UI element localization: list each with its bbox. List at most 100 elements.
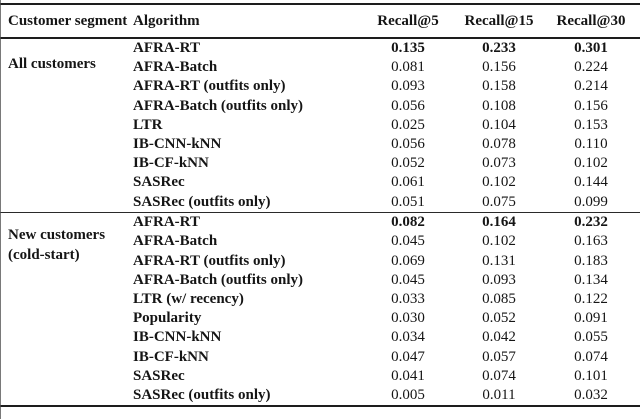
table-header-rule <box>0 37 640 39</box>
recall5-cell: 0.041 <box>391 367 425 384</box>
recall30-cell: 0.232 <box>574 214 608 231</box>
recall5-cell: 0.081 <box>391 59 425 76</box>
recall15-cell: 0.093 <box>482 271 516 288</box>
table-row: AFRA-RT (outfits only) 0.069 0.131 0.183 <box>133 252 640 271</box>
recall30-cell: 0.301 <box>574 40 608 57</box>
recall5-cell: 0.005 <box>391 386 425 403</box>
algorithm-cell: Popularity <box>133 310 202 327</box>
algorithm-cell: SASRec (outfits only) <box>133 193 271 210</box>
recall15-cell: 0.075 <box>482 193 516 210</box>
recall30-cell: 0.224 <box>574 59 608 76</box>
section-rows: AFRA-RT 0.082 0.164 0.232 AFRA-Batch 0.0… <box>0 213 640 405</box>
recall30-cell: 0.032 <box>574 386 608 403</box>
table-row: IB-CF-kNN 0.047 0.057 0.074 <box>133 348 640 367</box>
recall15-cell: 0.074 <box>482 367 516 384</box>
col-header-recall5: Recall@5 <box>377 12 439 29</box>
recall15-cell: 0.057 <box>482 348 516 365</box>
table-bottom-rule <box>0 405 640 408</box>
table-row: AFRA-Batch 0.045 0.102 0.163 <box>133 232 640 251</box>
recall15-cell: 0.052 <box>482 310 516 327</box>
table-row: AFRA-RT 0.082 0.164 0.232 <box>133 213 640 232</box>
algorithm-cell: LTR <box>133 116 163 133</box>
table-row: Popularity 0.030 0.052 0.091 <box>133 309 640 328</box>
recall5-cell: 0.045 <box>391 271 425 288</box>
recall30-cell: 0.163 <box>574 233 608 250</box>
recall15-cell: 0.078 <box>482 136 516 153</box>
algorithm-cell: SASRec (outfits only) <box>133 386 271 403</box>
recall5-cell: 0.052 <box>391 155 425 172</box>
recall15-cell: 0.102 <box>482 233 516 250</box>
col-header-recall30: Recall@30 <box>556 12 626 29</box>
section-all-customers: All customers AFRA-RT 0.135 0.233 0.301 … <box>0 39 640 212</box>
algorithm-cell: AFRA-Batch (outfits only) <box>133 97 303 114</box>
recall5-cell: 0.061 <box>391 174 425 191</box>
recall30-cell: 0.156 <box>574 97 608 114</box>
recall30-cell: 0.091 <box>574 310 608 327</box>
table-row: AFRA-Batch 0.081 0.156 0.224 <box>133 58 640 77</box>
recall30-cell: 0.074 <box>574 348 608 365</box>
col-header-customer-segment: Customer segment <box>8 12 128 29</box>
recall30-cell: 0.055 <box>574 329 608 346</box>
algorithm-cell: AFRA-Batch <box>133 59 218 76</box>
segment-label-line: New customers <box>8 227 106 244</box>
table-row: SASRec 0.061 0.102 0.144 <box>133 173 640 192</box>
recall30-cell: 0.214 <box>574 78 608 95</box>
recall15-cell: 0.158 <box>482 78 516 95</box>
recall30-cell: 0.101 <box>574 367 608 384</box>
segment-label-all-customers: All customers <box>8 55 96 75</box>
recall15-cell: 0.073 <box>482 155 516 172</box>
recall30-cell: 0.183 <box>574 252 608 269</box>
table-row: AFRA-RT 0.135 0.233 0.301 <box>133 39 640 58</box>
table-row: AFRA-Batch (outfits only) 0.056 0.108 0.… <box>133 97 640 116</box>
table-row: IB-CNN-kNN 0.056 0.078 0.110 <box>133 135 640 154</box>
recall30-cell: 0.122 <box>574 291 608 308</box>
table-row: LTR (w/ recency) 0.033 0.085 0.122 <box>133 290 640 309</box>
segment-label-new-customers: New customers (cold-start) <box>8 226 105 265</box>
recall15-cell: 0.104 <box>482 116 516 133</box>
recall5-cell: 0.025 <box>391 116 425 133</box>
recall15-cell: 0.164 <box>482 214 516 231</box>
recall30-cell: 0.134 <box>574 271 608 288</box>
recall15-cell: 0.108 <box>482 97 516 114</box>
recall5-cell: 0.045 <box>391 233 425 250</box>
recall5-cell: 0.135 <box>391 40 425 57</box>
algorithm-cell: IB-CNN-kNN <box>133 329 222 346</box>
table-header-row: Customer segment Algorithm Recall@5 Reca… <box>0 5 640 37</box>
segment-label-line: All customers <box>8 56 96 72</box>
table-section-divider-rule <box>0 211 640 214</box>
algorithm-cell: SASRec <box>133 367 185 384</box>
table-top-rule <box>0 3 640 5</box>
recall5-cell: 0.093 <box>391 78 425 95</box>
algorithm-cell: AFRA-RT <box>133 40 200 57</box>
recall30-cell: 0.099 <box>574 193 608 210</box>
recall5-cell: 0.047 <box>391 348 425 365</box>
algorithm-cell: IB-CF-kNN <box>133 348 209 365</box>
table-row: LTR 0.025 0.104 0.153 <box>133 116 640 135</box>
recall15-cell: 0.131 <box>482 252 516 269</box>
algorithm-cell: IB-CNN-kNN <box>133 136 222 153</box>
recall30-cell: 0.110 <box>574 136 608 153</box>
recall15-cell: 0.233 <box>482 40 516 57</box>
algorithm-cell: AFRA-RT (outfits only) <box>133 78 286 95</box>
left-edge-line <box>0 0 1 419</box>
recall5-cell: 0.033 <box>391 291 425 308</box>
algorithm-cell: AFRA-Batch <box>133 233 218 250</box>
recall15-cell: 0.011 <box>482 386 516 403</box>
table-row: IB-CNN-kNN 0.034 0.042 0.055 <box>133 328 640 347</box>
algorithm-cell: SASRec <box>133 174 185 191</box>
section-rows: AFRA-RT 0.135 0.233 0.301 AFRA-Batch 0.0… <box>0 39 640 212</box>
recall15-cell: 0.085 <box>482 291 516 308</box>
algorithm-cell: AFRA-RT (outfits only) <box>133 252 286 269</box>
recall5-cell: 0.030 <box>391 310 425 327</box>
recall30-cell: 0.153 <box>574 116 608 133</box>
algorithm-cell: AFRA-RT <box>133 214 200 231</box>
col-header-algorithm: Algorithm <box>133 12 200 29</box>
recall5-cell: 0.034 <box>391 329 425 346</box>
recall5-cell: 0.056 <box>391 136 425 153</box>
recall15-cell: 0.042 <box>482 329 516 346</box>
segment-label-line: (cold-start) <box>8 246 80 263</box>
table-row: SASRec (outfits only) 0.005 0.011 0.032 <box>133 386 640 405</box>
table-row: SASRec 0.041 0.074 0.101 <box>133 367 640 386</box>
recall5-cell: 0.082 <box>391 214 425 231</box>
recall5-cell: 0.069 <box>391 252 425 269</box>
